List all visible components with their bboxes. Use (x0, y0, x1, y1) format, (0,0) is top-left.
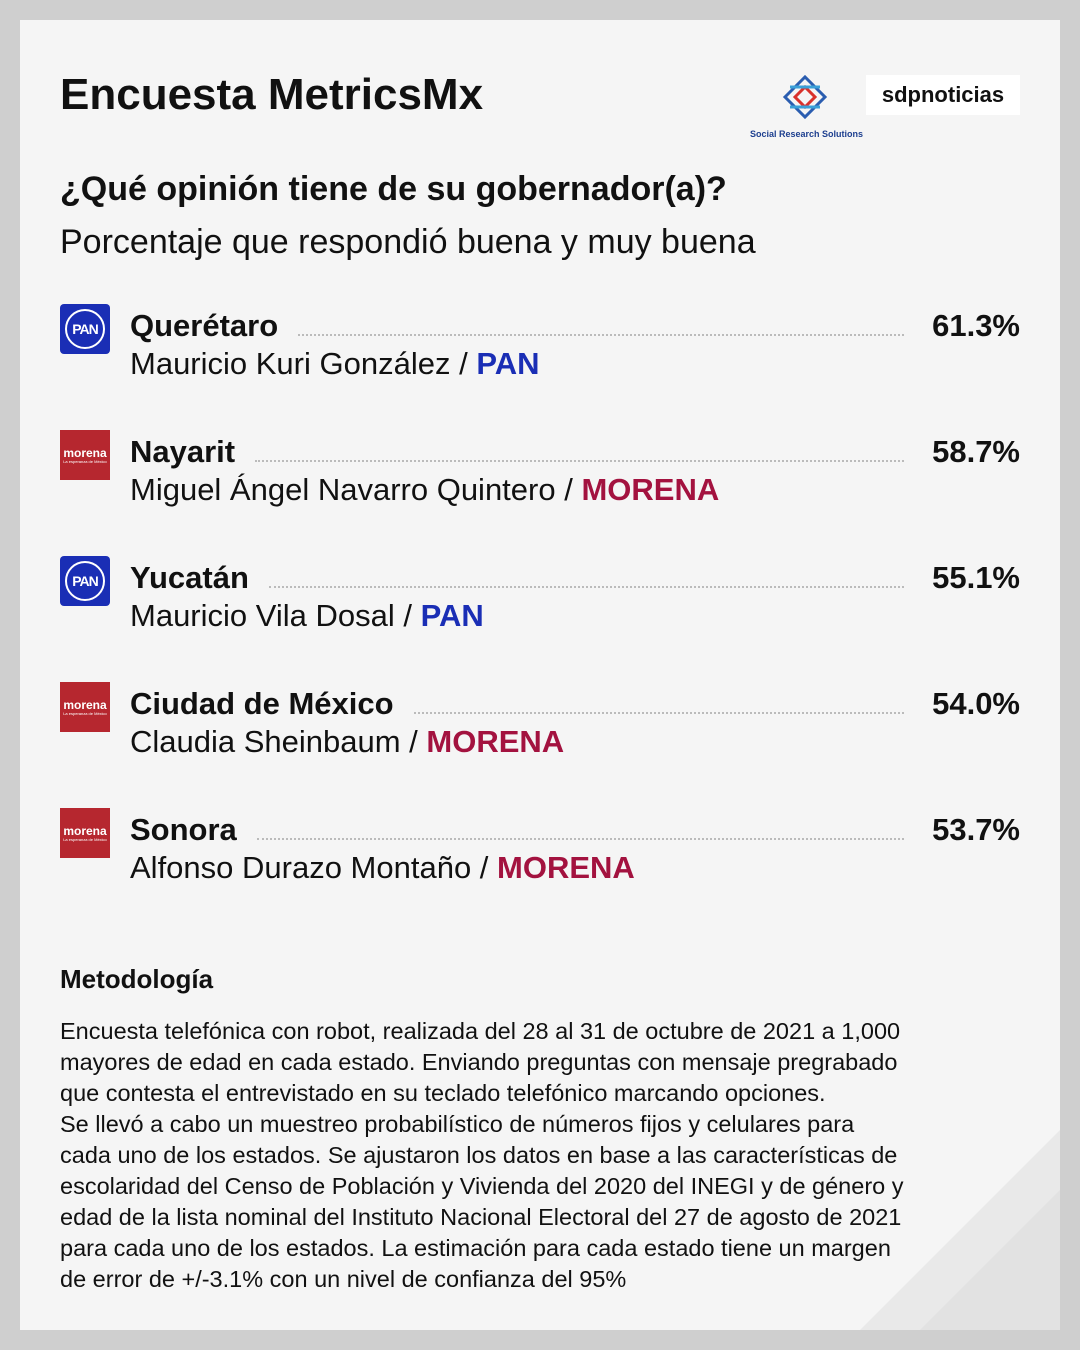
title: Encuesta MetricsMx (60, 70, 484, 119)
governor-name: Alfonso Durazo Montaño / (130, 850, 498, 885)
subtitle: Porcentaje que respondió buena y muy bue… (60, 223, 756, 261)
methodology-line: que contesta el entrevistado en su tecla… (60, 1080, 826, 1106)
governor-line: Alfonso Durazo Montaño / MORENA (130, 850, 635, 886)
party-logo: morena La esperanza de México (60, 430, 110, 480)
percent: 53.7% (932, 812, 1020, 847)
party-name: MORENA (581, 472, 720, 507)
methodology-line: Encuesta telefónica con robot, realizada… (60, 1018, 901, 1044)
leader-dots (298, 334, 904, 336)
methodology-line: escolaridad del Censo de Población y Viv… (60, 1173, 904, 1199)
state-name: Ciudad de México (130, 686, 394, 721)
card: Encuesta MetricsMx Social Research Solut… (20, 20, 1060, 1330)
row-header: Nayarit 58.7% (130, 430, 1020, 470)
research-logo-text: Social Research Solutions (750, 129, 864, 139)
morena-logo-text: morena (63, 697, 107, 712)
state-name: Nayarit (130, 434, 236, 469)
ranking-row: PAN Yucatán 55.1% Mauricio Vila Dosal / PAN (60, 556, 1020, 656)
ranking-row: morena La esperanza de México Nayarit 58.7%… (60, 430, 1020, 530)
party-logo: PAN (60, 556, 110, 606)
governor-name: Mauricio Vila Dosal / (130, 598, 421, 633)
pan-logo-circle: PAN (65, 561, 105, 601)
party-name: MORENA (426, 724, 565, 759)
row-header: Querétaro 61.3% (130, 304, 1020, 344)
morena-logo-subtext: La esperanza de México (63, 710, 107, 716)
party-name: PAN (420, 598, 484, 633)
percent: 58.7% (932, 434, 1020, 469)
row-header: Ciudad de México 54.0% (130, 682, 1020, 722)
row-header: Sonora 53.7% (130, 808, 1020, 848)
morena-logo-text: morena (63, 445, 107, 460)
methodology-line: cada uno de los estados. Se ajustaron lo… (60, 1142, 898, 1168)
methodology-line: para cada uno de los estados. La estimac… (60, 1235, 891, 1261)
pan-logo-circle: PAN (65, 309, 105, 349)
percent: 55.1% (932, 560, 1020, 595)
ranking-row: morena La esperanza de México Sonora 53.7% A… (60, 808, 1020, 908)
governor-line: Mauricio Kuri González / PAN (130, 346, 539, 382)
leader-dots (255, 460, 904, 462)
methodology-line: mayores de edad en cada estado. Enviando… (60, 1049, 898, 1075)
pan-logo-text: PAN (72, 573, 99, 589)
percent: 54.0% (932, 686, 1020, 721)
state-name: Yucatán (130, 560, 249, 595)
party-name: PAN (476, 346, 540, 381)
state-name: Sonora (130, 812, 237, 847)
morena-logo-subtext: La esperanza de México (63, 836, 107, 842)
corner-decoration (860, 1130, 1060, 1330)
pan-logo-text: PAN (72, 321, 99, 337)
state-name: Querétaro (130, 308, 279, 343)
party-name: MORENA (497, 850, 635, 885)
row-header: Yucatán 55.1% (130, 556, 1020, 596)
methodology-line: edad de la lista nominal del Instituto N… (60, 1204, 902, 1230)
party-logo: PAN (60, 304, 110, 354)
news-logo: sdpnoticias (866, 75, 1020, 115)
research-logo-mark (782, 74, 828, 120)
leader-dots (268, 586, 904, 588)
percent: 61.3% (932, 308, 1020, 343)
governor-name: Miguel Ángel Navarro Quintero / (130, 472, 582, 507)
leader-dots (413, 712, 904, 714)
governor-name: Mauricio Kuri González / (130, 346, 477, 381)
question: ¿Qué opinión tiene de su gobernador(a)? (60, 170, 727, 208)
ranking-row: PAN Querétaro 61.3% Mauricio Kuri González … (60, 304, 1020, 404)
methodology-title: Metodología (60, 964, 214, 994)
methodology-line: Se llevó a cabo un muestreo probabilísti… (60, 1111, 855, 1137)
research-logo: Social Research Solutions (750, 72, 864, 139)
methodology-body: Encuesta telefónica con robot, realizada… (60, 1016, 904, 1295)
party-logo: morena La esperanza de México (60, 808, 110, 858)
governor-name: Claudia Sheinbaum / (130, 724, 427, 759)
methodology-line: de error de +/-3.1% con un nivel de conf… (60, 1266, 627, 1292)
party-logo: morena La esperanza de México (60, 682, 110, 732)
leader-dots (256, 838, 904, 840)
ranking-row: morena La esperanza de México Ciudad de Mé… (60, 682, 1020, 782)
morena-logo-text: morena (63, 823, 107, 838)
governor-line: Mauricio Vila Dosal / PAN (130, 598, 484, 634)
morena-logo-subtext: La esperanza de México (63, 458, 107, 464)
governor-line: Miguel Ángel Navarro Quintero / MORENA (130, 472, 719, 508)
governor-line: Claudia Sheinbaum / MORENA (130, 724, 564, 760)
